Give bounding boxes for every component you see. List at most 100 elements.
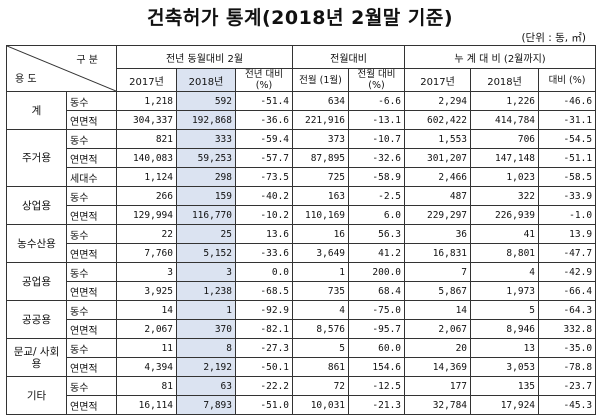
header-row-groups: 구 분 용 도 전년 동월대비 2월 전월대비 누 계 대 비 (2월까지)	[6, 45, 597, 92]
value-cell: 229,297	[404, 205, 472, 225]
value-cell: 13	[470, 338, 540, 358]
value-cell: 154.6	[348, 357, 406, 377]
value-cell: 4	[470, 262, 540, 282]
item-label-cell: 세대수	[66, 167, 117, 187]
value-cell: 16,114	[116, 395, 177, 415]
header-group-yoy: 전년 동월대비 2월	[115, 45, 294, 69]
table-row: 주거용 동수 821 333 -59.4 373 -10.7 1,553 706 -54.5	[6, 129, 597, 187]
table-row: 농수산용 동수 22 25 13.6 16 56.3 36 41 13.9	[6, 224, 597, 263]
value-cell: 16	[292, 224, 350, 244]
header-mom-ratio: 전월 대비(%)	[348, 68, 406, 92]
header-prev-month: 전월 (1월)	[292, 68, 350, 92]
value-cell: 1,218	[116, 91, 177, 111]
value-cell: 1,023	[470, 167, 540, 187]
value-cell: 8,946	[470, 319, 540, 339]
value-cell: -2.5	[348, 186, 406, 206]
value-cell: 3,053	[470, 357, 540, 377]
value-cell: 333	[176, 129, 236, 149]
value-cell: -82.1	[234, 319, 294, 339]
table-row: 연면적 2,067 370 -82.1 8,576 -95.7 2,067 8,946 332.…	[7, 319, 597, 339]
value-cell: 4,394	[116, 357, 177, 377]
value-cell: 7,760	[116, 243, 177, 263]
value-cell: -13.1	[348, 110, 406, 130]
value-cell: -59.4	[234, 129, 294, 149]
page-title: 건축허가 통계(2018년 2월말 기준)	[146, 7, 454, 29]
value-cell: 68.4	[348, 281, 406, 301]
value-cell: 373	[292, 129, 350, 149]
table-row: 세대수 1,124 298 -73.5 725 -58.9 2,466 1,023 -58.5	[7, 167, 597, 187]
value-cell: 5	[292, 338, 350, 358]
value-cell: 414,784	[470, 110, 540, 130]
value-cell: 72	[292, 376, 350, 396]
value-cell: -1.0	[538, 205, 597, 225]
item-label-cell: 동수	[66, 300, 117, 320]
header-2018: 2018년	[176, 68, 236, 92]
table-row: 문교/ 사회용 동수 11 8 -27.3 5 60.0 20 13 -35.0	[6, 338, 597, 377]
value-cell: 706	[470, 129, 540, 149]
value-cell: -47.7	[538, 243, 597, 263]
table-row: 계 동수 1,218 592 -51.4 634 -6.6 2,294 1,226 -46.6	[6, 91, 597, 130]
value-cell: 2,294	[404, 91, 472, 111]
table-row: 연면적 7,760 5,152 -33.6 3,649 41.2 16,831 8,801 -4…	[7, 243, 597, 263]
value-cell: 304,337	[116, 110, 177, 130]
value-cell: 36	[404, 224, 472, 244]
value-cell: 8,576	[292, 319, 350, 339]
table-row: 연면적 304,337 192,868 -36.6 221,916 -13.1 602,42…	[7, 110, 597, 130]
value-cell: -54.5	[538, 129, 597, 149]
table-row: 상업용 동수 266 159 -40.2 163 -2.5 487 322 -33.9	[6, 186, 597, 225]
value-cell: 3,925	[116, 281, 177, 301]
item-label-cell: 연면적	[66, 148, 117, 168]
item-label-cell: 동수	[66, 186, 117, 206]
value-cell: 11	[116, 338, 177, 358]
item-label-cell: 연면적	[66, 395, 117, 415]
value-cell: -42.9	[538, 262, 597, 282]
value-cell: -32.6	[348, 148, 406, 168]
value-cell: 10,031	[292, 395, 350, 415]
value-cell: -10.2	[234, 205, 294, 225]
table-row: 공공용 동수 14 1 -92.9 4 -75.0 14 5 -64.3	[6, 300, 597, 339]
item-label-cell: 연면적	[66, 281, 117, 301]
value-cell: 1,973	[470, 281, 540, 301]
value-cell: 63	[176, 376, 236, 396]
category-cell: 주거용	[6, 129, 67, 187]
value-cell: 2,067	[404, 319, 472, 339]
value-cell: 8,801	[470, 243, 540, 263]
item-label-cell: 연면적	[66, 110, 117, 130]
value-cell: -66.4	[538, 281, 597, 301]
value-cell: 200.0	[348, 262, 406, 282]
value-cell: 5,867	[404, 281, 472, 301]
value-cell: 634	[292, 91, 350, 111]
item-label-cell: 동수	[66, 129, 117, 149]
value-cell: 13.6	[234, 224, 294, 244]
value-cell: 22	[116, 224, 177, 244]
category-cell: 문교/ 사회용	[6, 338, 67, 377]
value-cell: 301,207	[404, 148, 472, 168]
value-cell: -64.3	[538, 300, 597, 320]
value-cell: 735	[292, 281, 350, 301]
header-corner-cell: 구 분 용 도	[6, 45, 117, 92]
item-label-cell: 동수	[66, 91, 117, 111]
header-group-mom: 전월대비	[292, 45, 406, 69]
value-cell: -75.0	[348, 300, 406, 320]
value-cell: 7,893	[176, 395, 236, 415]
statistics-table: 구 분 용 도 전년 동월대비 2월 전월대비 누 계 대 비 (2월까지) 2…	[6, 45, 597, 415]
value-cell: 110,169	[292, 205, 350, 225]
item-label-cell: 연면적	[66, 205, 117, 225]
value-cell: 821	[116, 129, 177, 149]
table-row: 연면적 140,083 59,253 -57.7 87,895 -32.6 301,207 1…	[7, 148, 597, 168]
value-cell: -46.6	[538, 91, 597, 111]
diagonal-line	[7, 46, 116, 91]
value-cell: 1,124	[116, 167, 177, 187]
value-cell: 56.3	[348, 224, 406, 244]
value-cell: -51.0	[234, 395, 294, 415]
value-cell: 60.0	[348, 338, 406, 358]
table-row: 연면적 3,925 1,238 -68.5 735 68.4 5,867 1,973 -66.4	[7, 281, 597, 301]
value-cell: -35.0	[538, 338, 597, 358]
value-cell: -92.9	[234, 300, 294, 320]
value-cell: -78.8	[538, 357, 597, 377]
value-cell: 140,083	[116, 148, 177, 168]
header-group-cumulative: 누 계 대 비 (2월까지)	[404, 45, 597, 69]
item-label-cell: 동수	[66, 224, 117, 244]
value-cell: -57.7	[234, 148, 294, 168]
value-cell: 7	[404, 262, 472, 282]
